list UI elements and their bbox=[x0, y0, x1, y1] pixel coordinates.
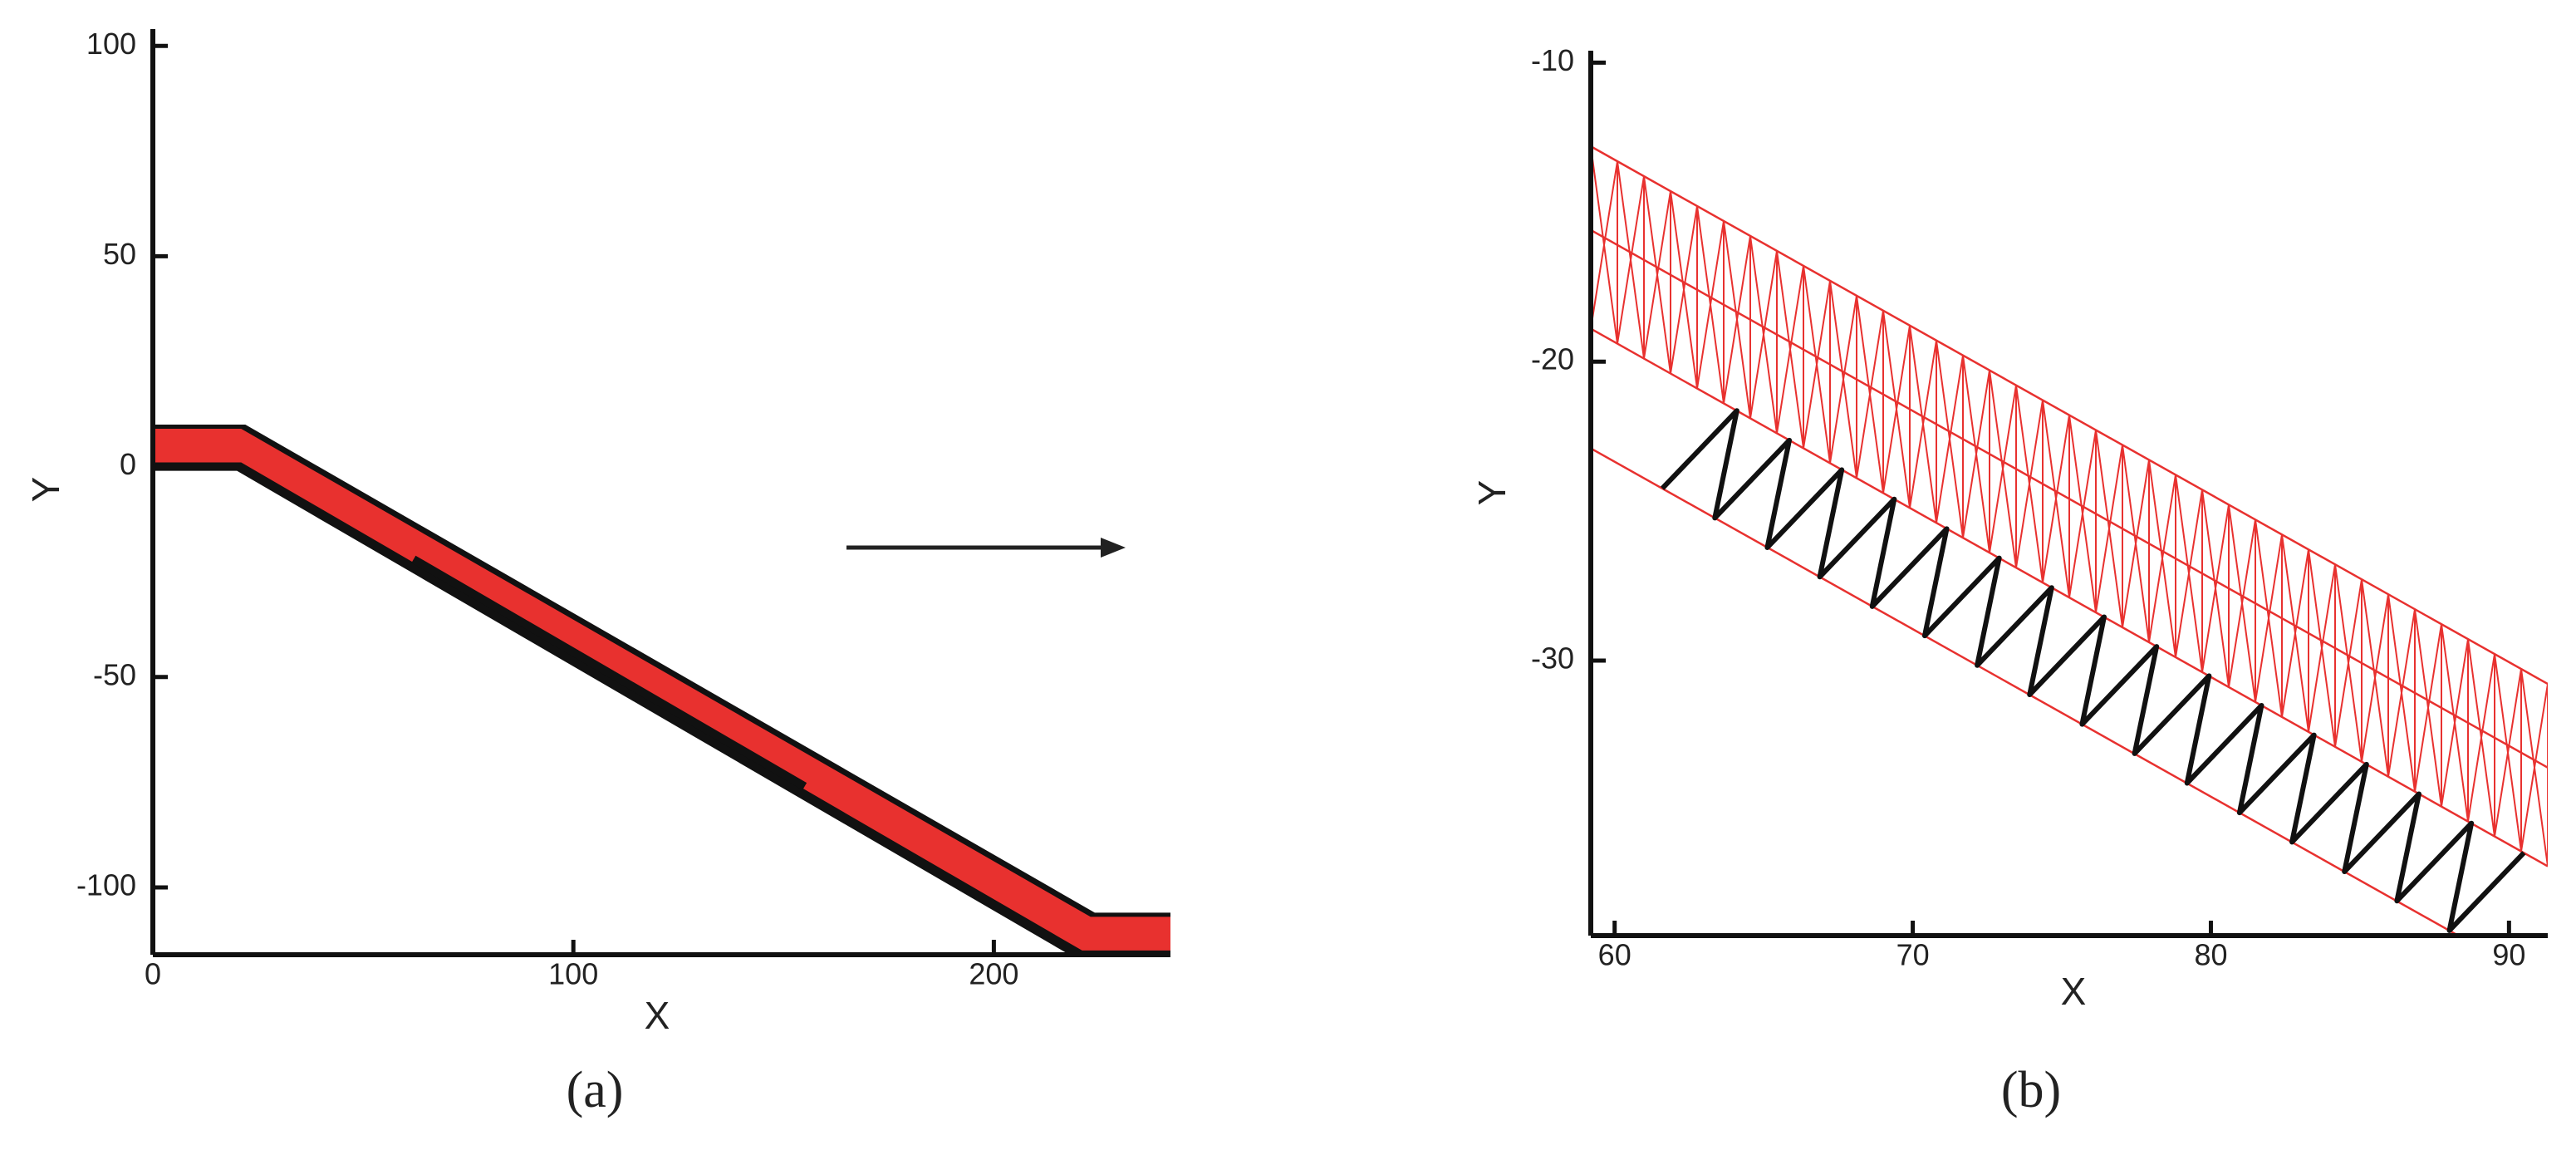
y-tick-label: 100 bbox=[86, 27, 136, 61]
mesh-hatch bbox=[2201, 504, 2230, 673]
mesh-edge bbox=[1591, 229, 2548, 769]
y-tick-label: 0 bbox=[120, 447, 136, 481]
y-tick-label: -50 bbox=[93, 657, 136, 691]
mesh-hatch bbox=[1989, 385, 2017, 553]
mesh-hatch bbox=[2228, 519, 2256, 688]
mesh-hatch bbox=[2122, 460, 2150, 628]
mesh-hatch bbox=[1882, 325, 1911, 494]
mesh-hatch bbox=[2334, 579, 2363, 747]
x-tick-label: 100 bbox=[548, 957, 598, 991]
mesh-hatch bbox=[2387, 609, 2416, 777]
x-tick-label: 90 bbox=[2492, 938, 2525, 972]
mesh-hatch bbox=[2255, 534, 2283, 703]
mesh-hatch bbox=[2148, 474, 2176, 643]
arrow-head bbox=[1101, 538, 1126, 558]
mesh-edge bbox=[1591, 447, 2461, 936]
mesh-hatch bbox=[2068, 430, 2097, 598]
y-tick-label: -100 bbox=[76, 867, 136, 902]
mesh-hatch bbox=[2494, 668, 2522, 837]
mesh-hatch bbox=[2095, 445, 2123, 613]
mesh-hatch bbox=[2308, 564, 2336, 732]
mesh-hatch bbox=[1829, 295, 1857, 464]
y-tick-label: 50 bbox=[103, 237, 136, 271]
mesh-hatch bbox=[2042, 415, 2070, 583]
mesh-hatch bbox=[2361, 594, 2389, 762]
x-axis-label: X bbox=[2061, 970, 2087, 1013]
mesh-hatch bbox=[2467, 653, 2495, 822]
y-tick-label: -20 bbox=[1531, 342, 1574, 376]
mesh-hatch bbox=[1962, 370, 1990, 538]
mesh-hatch bbox=[1749, 250, 1778, 419]
mesh-streak bbox=[411, 555, 807, 790]
mesh-edge bbox=[1591, 145, 2548, 686]
x-tick-label: 60 bbox=[1598, 938, 1631, 972]
mesh-zigzag bbox=[1660, 408, 2526, 933]
y-tick-label: -30 bbox=[1531, 641, 1574, 676]
panel-caption: (a) bbox=[567, 1062, 624, 1118]
mesh-edge bbox=[1591, 327, 2548, 867]
mesh-hatch bbox=[2441, 638, 2469, 807]
x-tick-label: 200 bbox=[969, 957, 1018, 991]
mesh-hatch bbox=[2520, 683, 2548, 852]
mesh-hatch bbox=[1909, 340, 1937, 509]
mesh-hatch bbox=[1776, 265, 1804, 434]
mesh-hatch bbox=[1696, 220, 1725, 389]
x-tick-label: 70 bbox=[1896, 938, 1930, 972]
mesh-hatch bbox=[1617, 175, 1645, 344]
mesh-hatch bbox=[1723, 235, 1751, 404]
x-tick-label: 80 bbox=[2194, 938, 2227, 972]
mesh-hatch bbox=[1803, 280, 1831, 449]
mesh-hatch bbox=[2175, 489, 2203, 658]
panel-caption: (b) bbox=[2001, 1062, 2061, 1118]
plot-area bbox=[1591, 145, 2548, 936]
mesh-inner bbox=[153, 429, 1170, 951]
mesh-hatch bbox=[2414, 624, 2442, 792]
x-tick-label: 0 bbox=[145, 957, 161, 991]
mesh-hatch bbox=[1936, 355, 1964, 523]
mesh-hatch bbox=[1670, 205, 1698, 374]
mesh-hatch bbox=[2281, 549, 2309, 717]
y-axis-label: Y bbox=[1470, 480, 1514, 506]
y-axis-label: Y bbox=[24, 477, 67, 503]
mesh-hatch bbox=[1856, 310, 1884, 479]
mesh-hatch bbox=[1591, 160, 1618, 329]
y-tick-label: -10 bbox=[1531, 43, 1574, 77]
mesh-hatch bbox=[1643, 190, 1671, 359]
plot-area bbox=[153, 424, 1170, 955]
mesh-hatch bbox=[2015, 400, 2044, 568]
x-axis-label: X bbox=[645, 994, 670, 1037]
